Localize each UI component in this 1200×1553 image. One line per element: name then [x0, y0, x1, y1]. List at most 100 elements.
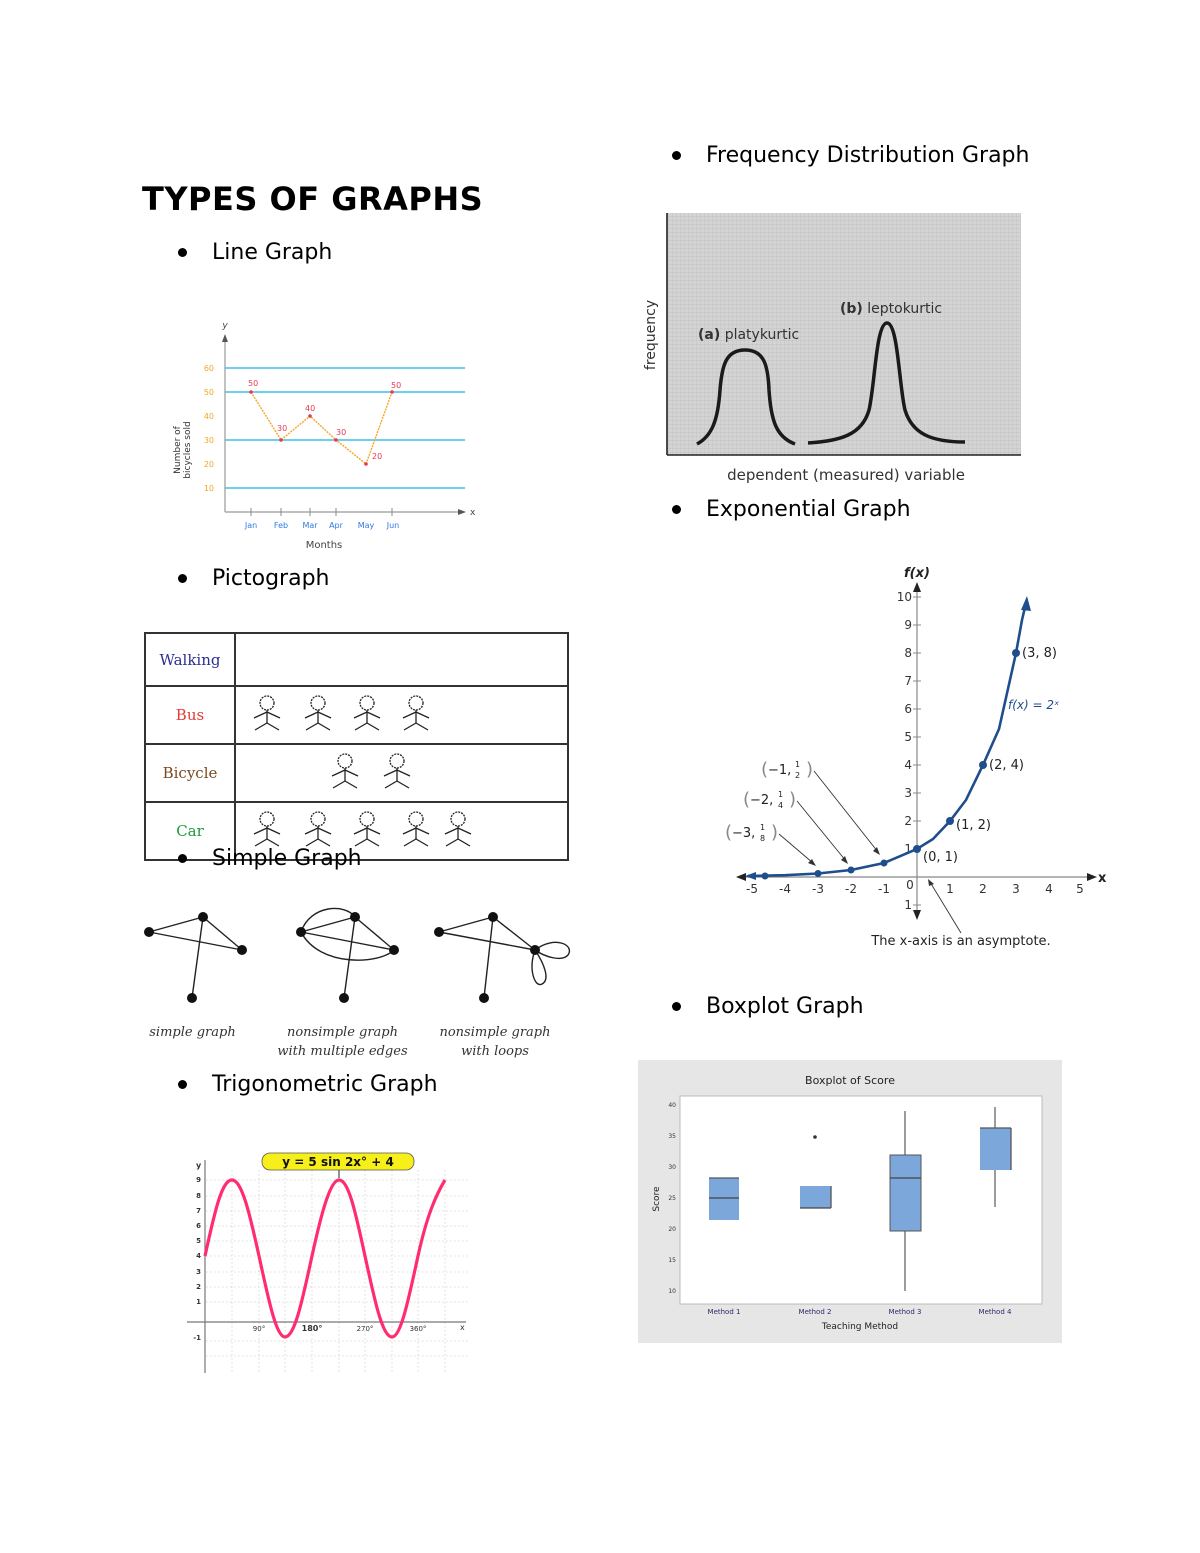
x-tick-labels: Method 1 Method 2 Method 3 Method 4	[708, 1308, 1012, 1316]
svg-text:25: 25	[668, 1195, 676, 1202]
x-axis-letter: x	[1098, 871, 1107, 886]
svg-text:Method 1: Method 1	[708, 1308, 741, 1316]
x-axis-arrow-icon	[458, 509, 466, 515]
y-axis-label: frequency	[643, 300, 659, 370]
data-line	[250, 391, 393, 466]
row-icons	[234, 632, 569, 687]
x-axis-letter: x	[470, 508, 476, 518]
svg-text:1: 1	[795, 760, 800, 769]
svg-text:7: 7	[904, 674, 912, 688]
svg-text:-3: -3	[812, 882, 824, 896]
svg-text:1: 1	[904, 898, 912, 912]
svg-text:1: 1	[946, 882, 954, 896]
x-axis-letter: x	[460, 1323, 465, 1332]
svg-text:5: 5	[1076, 882, 1084, 896]
x-axis-left-arrow-icon	[736, 873, 746, 881]
leptokurtic-curve	[807, 321, 966, 445]
fraction-label-minus1: ( −1, 1 2 )	[761, 759, 813, 780]
data-points	[249, 390, 394, 466]
y-tick-labels: 40 35 30 25 20 15 10	[668, 1102, 676, 1295]
svg-text:Apr: Apr	[329, 521, 344, 530]
bullet-icon	[178, 248, 187, 257]
svg-text:(: (	[761, 759, 768, 780]
boxplot-chart: Boxplot of Score Score Teaching Method 4…	[638, 1060, 1062, 1343]
svg-text:1: 1	[778, 790, 783, 799]
pictograph-row-walking: Walking	[144, 632, 569, 687]
svg-text:6: 6	[904, 702, 912, 716]
heading-text: Trigonometric Graph	[212, 1072, 438, 1097]
x-tick-labels: 90° 180° 270° 360°	[253, 1324, 427, 1333]
x-tick-labels: -5 -4 -3 -2 -1 0 1 2 3 4 5	[746, 878, 1084, 896]
svg-text:bicycles sold: bicycles sold	[183, 421, 193, 478]
svg-text:8: 8	[760, 834, 765, 843]
svg-text:9: 9	[904, 618, 912, 632]
svg-text:0: 0	[906, 878, 914, 892]
svg-text:360°: 360°	[410, 1325, 427, 1333]
svg-text:1: 1	[904, 842, 912, 856]
simple-graph-diagrams	[144, 907, 571, 1003]
svg-text:1: 1	[760, 823, 765, 832]
y-tick-labels: 10 9 8 7 6 5 4 3 2 1 1	[897, 590, 912, 912]
pictograph-row-bus: Bus	[144, 685, 569, 745]
page-title: TYPES OF GRAPHS	[142, 180, 484, 218]
bullet-icon	[178, 854, 187, 863]
svg-text:35: 35	[668, 1133, 676, 1140]
person-icon	[402, 811, 430, 847]
svg-text:(: (	[743, 789, 750, 810]
svg-text:50: 50	[248, 379, 258, 388]
point-labels: (3, 8) (2, 4) (1, 2) (0, 1)	[923, 646, 1057, 865]
chart-title: Boxplot of Score	[805, 1074, 895, 1087]
svg-text:−1,: −1,	[768, 763, 791, 778]
label-leptokurtic: (b) leptokurtic	[840, 301, 942, 317]
trigonometric-graph-chart: y x 9 8 7 6 5 4 3 2 1 -1 90° 180° 270° 3…	[187, 1152, 470, 1373]
svg-text:(0, 1): (0, 1)	[923, 850, 958, 865]
svg-text:2: 2	[979, 882, 987, 896]
svg-text:1: 1	[196, 1298, 201, 1306]
fraction-label-minus2: ( −2, 1 4 )	[743, 789, 796, 810]
svg-text:Number of: Number of	[173, 425, 183, 474]
point-labels: 50 30 40 30 20 50	[248, 379, 401, 461]
svg-text:60: 60	[204, 364, 214, 373]
y-tick-labels: 60 50 40 30 20 10	[204, 364, 214, 493]
x-tick-labels: Jan Feb Mar Apr May Jun	[244, 521, 399, 530]
exponential-graph-chart: f(x) x 10 9 8 7 6 5 4 3 2 1 1 -5 -4 -3 -…	[725, 566, 1107, 949]
svg-text:Mar: Mar	[302, 521, 318, 530]
svg-text:Method 2: Method 2	[799, 1308, 832, 1316]
box-method-2	[800, 1135, 832, 1209]
gridlines	[225, 367, 465, 489]
y-axis-letter: y	[196, 1161, 202, 1170]
svg-text:2: 2	[795, 771, 800, 780]
svg-text:(2, 4): (2, 4)	[989, 758, 1024, 773]
svg-text:-5: -5	[746, 882, 758, 896]
svg-text:30: 30	[336, 428, 346, 437]
box-method-1	[709, 1177, 739, 1220]
y-axis-letter: y	[221, 321, 228, 331]
bullet-icon	[672, 151, 681, 160]
heading-text: Exponential Graph	[706, 497, 911, 522]
svg-text:40: 40	[305, 404, 315, 413]
svg-text:8: 8	[196, 1192, 201, 1200]
heading-text: Simple Graph	[212, 846, 362, 871]
heading-trigonometric-graph: Trigonometric Graph	[178, 1072, 438, 1097]
svg-text:50: 50	[204, 388, 214, 397]
sine-curve	[203, 1178, 447, 1339]
heading-text: Frequency Distribution Graph	[706, 143, 1030, 168]
person-icon	[353, 695, 381, 731]
row-icons	[234, 743, 569, 803]
row-label: Bicycle	[144, 743, 236, 803]
y-axis-up-arrow-icon	[913, 582, 921, 592]
svg-text:Jun: Jun	[386, 521, 400, 530]
exponential-curve	[747, 602, 1028, 878]
svg-text:−3,: −3,	[732, 826, 755, 841]
svg-text:4: 4	[778, 801, 783, 810]
svg-text:-1: -1	[193, 1334, 201, 1342]
svg-text:30: 30	[668, 1164, 676, 1171]
asymptote-note: The x-axis is an asymptote.	[870, 934, 1050, 949]
chart-background	[667, 213, 1021, 455]
pictograph-row-bicycle: Bicycle	[144, 743, 569, 803]
svg-text:3: 3	[904, 786, 912, 800]
x-axis-label: dependent (measured) variable	[727, 466, 965, 484]
x-axis-right-arrow-icon	[1087, 873, 1097, 881]
svg-text:5: 5	[904, 730, 912, 744]
fraction-label-minus3: ( −3, 1 8 )	[725, 822, 778, 843]
